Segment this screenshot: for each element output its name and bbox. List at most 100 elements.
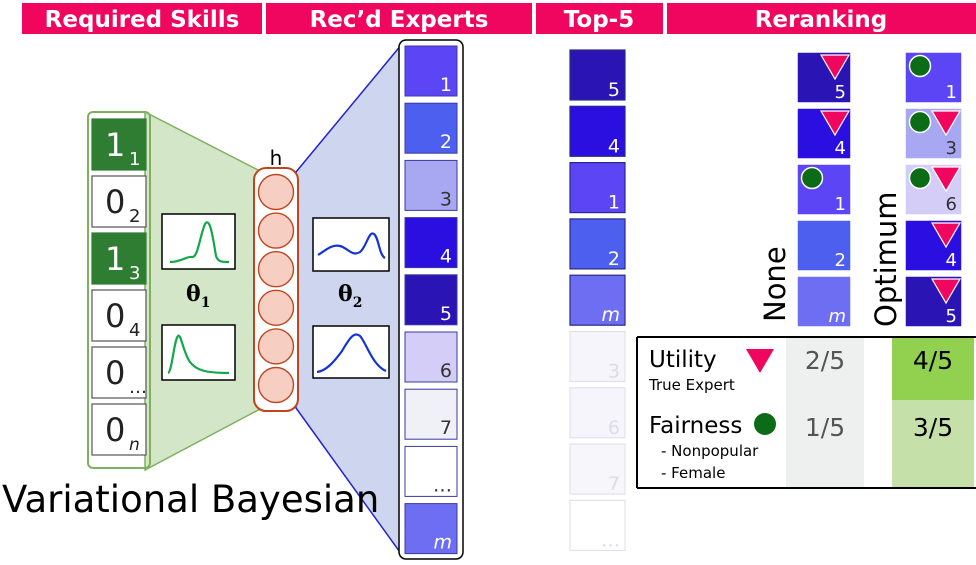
rerank-none-column: 5 4 1 2 m (796, 51, 852, 328)
cell-bg (404, 159, 458, 211)
theta1-pdf-top (161, 213, 236, 270)
hidden-node (257, 328, 295, 365)
fairness-marker-icon (800, 166, 824, 190)
cell-bg (569, 218, 626, 270)
rerank-optimum-cell: 6 (904, 163, 963, 216)
fairness-none-value: 1/5 (805, 413, 845, 442)
cell-bg (404, 102, 458, 154)
cell-bg (569, 274, 626, 326)
cell-bg (404, 503, 458, 555)
cell-label: 4 (608, 135, 620, 157)
skill-value: 1 (105, 126, 125, 164)
top5-cell: 5 (569, 49, 626, 101)
rerank-none-cell: 2 (796, 219, 852, 272)
skill-cell: 0… (91, 346, 147, 399)
skill-value: 0 (105, 183, 125, 221)
cell-label: 4 (946, 250, 957, 271)
expert-cell: 2 (404, 102, 458, 154)
rerank-optimum-cell: 4 (904, 219, 963, 272)
fairness-sub-female: - Female (661, 464, 725, 482)
header-required-skills: Required Skills (45, 7, 240, 33)
metrics-table: Utility True Expert 2/5 4/5 Fairness - N… (636, 336, 976, 489)
top5-cell: m (569, 274, 626, 326)
expert-cell: m (404, 503, 458, 555)
cell-label: … (601, 529, 620, 551)
hidden-node (257, 366, 295, 404)
top5-cell: 7 (569, 443, 626, 495)
expert-cell: 1 (404, 45, 458, 97)
cell-bg (569, 443, 626, 495)
cell-bg (404, 217, 458, 269)
expert-cell: 4 (404, 217, 458, 269)
expert-cell: 6 (404, 331, 458, 383)
cell-label: 6 (608, 417, 620, 439)
cell-bg (569, 49, 626, 101)
cell-bg (569, 387, 626, 439)
blue-curve (316, 333, 387, 374)
skill-value: 0 (105, 411, 125, 449)
rerank-none-cell: m (796, 275, 852, 328)
header-required-skills-bg (22, 3, 262, 34)
theta1-pdf-bottom (161, 324, 236, 381)
rerank-none-cell: 4 (796, 107, 852, 160)
rerank-none-cell: 1 (796, 163, 852, 216)
utility-marker-icon (819, 54, 851, 81)
utility-label: Utility (649, 347, 717, 373)
header-bar: Required Skills Rec’d Experts Top-5 Rera… (22, 3, 976, 34)
cell-label: 1 (835, 194, 846, 215)
theta1-label: θ1 (186, 281, 210, 311)
cell-label: 7 (608, 473, 620, 495)
skill-vector-frame (87, 111, 151, 469)
cell-label: 6 (946, 194, 957, 215)
rerank-none-cell: 5 (796, 51, 852, 104)
hidden-node (257, 173, 295, 211)
skill-subscript: … (129, 377, 147, 398)
cell-label: 2 (835, 250, 846, 271)
cell-bg (404, 331, 458, 383)
hidden-layer-label: h (270, 146, 283, 170)
header-top5-bg (536, 3, 663, 34)
fairness-label: Fairness (649, 413, 742, 439)
top5-cell: 3 (569, 330, 626, 383)
top5-cell: … (569, 499, 626, 551)
hidden-layer-nodes (257, 173, 295, 404)
cell-label: 5 (835, 82, 846, 103)
fairness-marker-icon (908, 54, 932, 78)
top5-column: 5412m367… (569, 49, 626, 551)
utility-marker-icon (746, 349, 774, 373)
rerank-optimum-cell: 1 (904, 51, 963, 104)
cell-bg (404, 445, 458, 497)
rerank-none-label: None (758, 246, 792, 322)
cell-label: 3 (440, 188, 452, 210)
header-reranking-bg (667, 3, 976, 34)
cell-label: 5 (946, 306, 957, 327)
fairness-marker-icon (908, 166, 932, 190)
rerank-optimum-label: Optimum (869, 191, 903, 327)
hidden-node (257, 251, 295, 288)
utility-marker-icon (930, 110, 962, 137)
green-curve (167, 334, 230, 375)
top5-cell: 4 (569, 105, 626, 157)
cell-bg (404, 274, 458, 326)
cell-bg (796, 275, 852, 328)
skill-cell-bg (91, 232, 147, 285)
header-recd-experts: Rec’d Experts (310, 7, 489, 33)
fairness-marker-icon (754, 413, 776, 435)
cell-bg (569, 162, 626, 214)
expert-cell: … (404, 445, 458, 497)
skill-subscript: 2 (129, 206, 140, 227)
expert-cell: 7 (404, 388, 458, 440)
cell-bg (796, 219, 852, 272)
skill-cell-bg (91, 175, 147, 228)
cell-label: 3 (946, 138, 957, 159)
skill-value: 0 (105, 297, 125, 335)
optimum-utility-bg (892, 336, 974, 400)
skill-subscript: 4 (129, 320, 140, 341)
skill-value: 1 (105, 240, 125, 278)
cell-bg (569, 105, 626, 157)
cell-label: 4 (835, 138, 846, 159)
